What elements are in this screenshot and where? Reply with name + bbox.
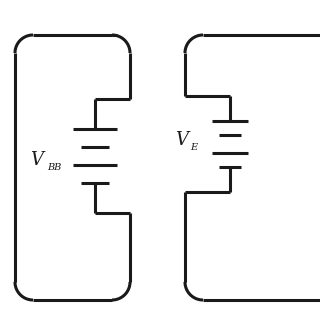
Text: V: V [175,131,188,149]
Text: BB: BB [47,163,61,172]
Text: E: E [190,142,197,151]
Text: V: V [30,151,43,169]
